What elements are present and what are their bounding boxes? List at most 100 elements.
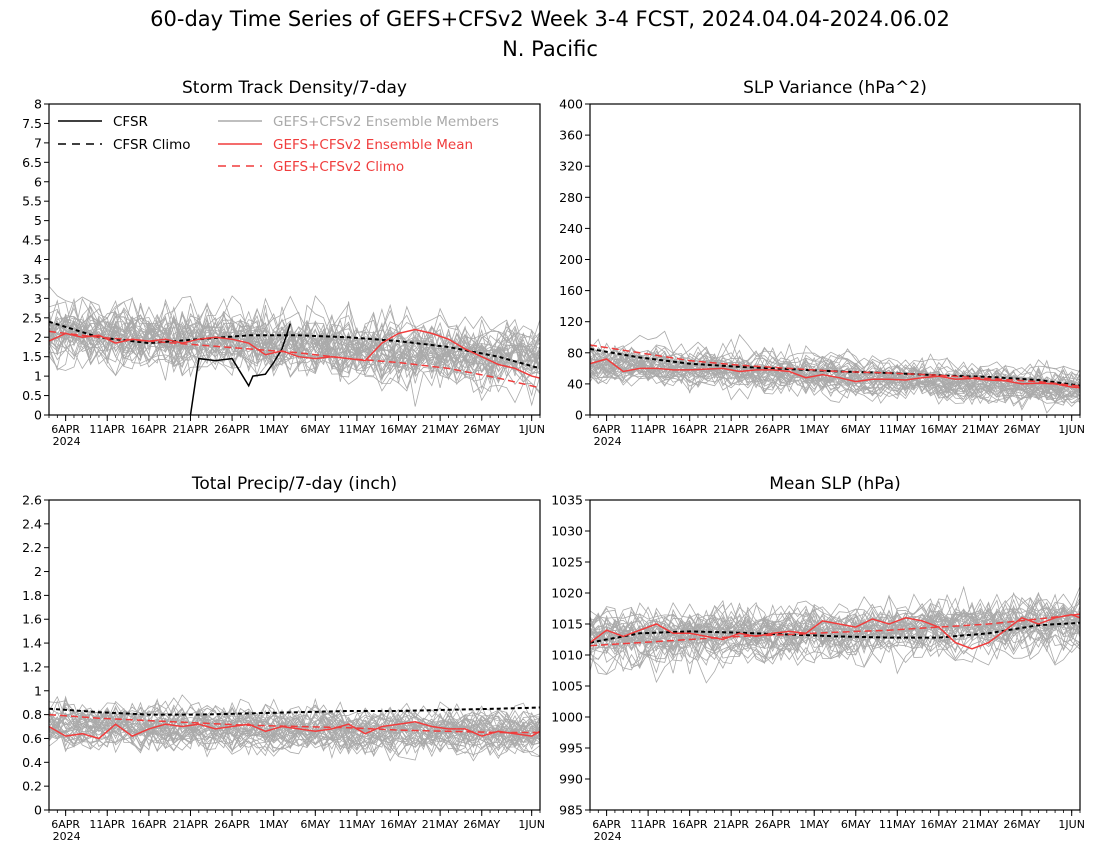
x-tick-label: 6MAY (300, 423, 330, 436)
x-year-label: 2024 (53, 435, 81, 448)
y-tick-label: 120 (559, 314, 583, 329)
x-tick-label: 21APR (173, 423, 209, 436)
panel-storm-track-density: Storm Track Density/7-day 0 0.5 1 1.5 2 2.5 3 3.… (22, 78, 545, 448)
ensemble-member-line (590, 625, 1080, 684)
y-tick-label: 160 (559, 283, 583, 298)
ensemble-member-line (49, 706, 540, 751)
y-tick-label: 1030 (551, 524, 583, 539)
y-tick-label: 995 (559, 741, 583, 756)
ensemble-member-line (590, 366, 1080, 414)
x-tick-label: 21APR (713, 818, 749, 831)
ensemble-members (49, 286, 540, 407)
y-tick-label: 400 (559, 97, 583, 112)
x-tick-label: 6APR (592, 818, 621, 831)
y-tick-label: 1015 (551, 617, 583, 632)
legend-label-cfsr: CFSR (113, 114, 148, 130)
plot-area (49, 694, 540, 762)
x-tick-label: 21APR (713, 423, 749, 436)
panel-mean-slp: Mean SLP (hPa) 985 990 995 1000 1005 1010 1015 1… (551, 474, 1085, 843)
panel-slp-variance: SLP Variance (hPa^2) 0 40 80 120 160 200 240 280… (559, 78, 1085, 448)
x-tick-label: 1MAY (799, 423, 829, 436)
x-tick-label: 6APR (51, 423, 80, 436)
ensemble-member-line (49, 321, 540, 379)
y-tick-label: 1020 (551, 586, 583, 601)
y-tick-label: 280 (559, 190, 583, 205)
ensemble-members (590, 585, 1080, 684)
x-tick-label: 26APR (755, 423, 791, 436)
ensemble-member-line (49, 730, 540, 761)
x-tick-label: 26MAY (463, 423, 500, 436)
y-tick-label: 360 (559, 128, 583, 143)
y-tick-label: 2 (34, 564, 42, 579)
ensemble-member-line (49, 330, 540, 407)
x-year-label: 2024 (594, 830, 622, 843)
y-tick-label: 0 (575, 408, 583, 423)
x-tick-label: 11APR (89, 818, 125, 831)
y-tick-label: 8 (34, 97, 42, 112)
ensemble-member-line (590, 364, 1080, 405)
x-tick-label: 11APR (630, 818, 666, 831)
x-tick-label: 1JUN (518, 423, 545, 436)
y-tick-label: 1035 (551, 493, 583, 508)
x-tick-label: 21MAY (422, 423, 459, 436)
y-tick-label: 1.5 (22, 349, 42, 364)
ensemble-member-line (590, 630, 1080, 675)
ensemble-member-line (590, 338, 1080, 384)
ensemble-member-line (590, 361, 1080, 407)
y-tick-label: 1 (34, 683, 42, 698)
y-tick-label: 2.4 (22, 516, 42, 531)
x-tick-label: 26APR (755, 818, 791, 831)
x-tick-label: 11MAY (338, 423, 375, 436)
figure-subtitle: N. Pacific (502, 37, 598, 61)
y-tick-label: 990 (559, 772, 583, 787)
x-tick-label: 6MAY (841, 423, 871, 436)
x-tick-label: 21APR (173, 818, 209, 831)
y-tick-label: 2.6 (22, 493, 42, 508)
ensemble-member-line (49, 286, 540, 345)
y-tick-label: 5.5 (22, 194, 42, 209)
x-tick-label: 6APR (592, 423, 621, 436)
ensemble-member-line (49, 302, 540, 375)
x-tick-label: 16APR (672, 818, 708, 831)
y-tick-label: 2.2 (22, 540, 42, 555)
x-tick-label: 11APR (630, 423, 666, 436)
series-cfsr-climo (49, 320, 540, 370)
figure-title: 60-day Time Series of GEFS+CFSv2 Week 3-… (150, 7, 950, 31)
x-tick-label: 26MAY (1003, 423, 1040, 436)
y-tick-label: 0.2 (22, 779, 42, 794)
x-tick-label: 16MAY (380, 423, 417, 436)
y-tick-label: 3 (34, 291, 42, 306)
series-gefs-cfsv2-climo (49, 330, 540, 389)
x-tick-label: 1MAY (799, 818, 829, 831)
x-tick-label: 1MAY (259, 423, 289, 436)
x-tick-label: 16APR (672, 423, 708, 436)
y-tick-label: 240 (559, 221, 583, 236)
ensemble-member-line (590, 330, 1080, 390)
ensemble-member-line (590, 356, 1080, 398)
ensemble-member-line (590, 585, 1080, 645)
panel-title: Total Precip/7-day (inch) (191, 474, 397, 494)
ensemble-member-line (49, 311, 540, 376)
panel-title: SLP Variance (hPa^2) (743, 78, 927, 98)
y-tick-label: 0.5 (22, 388, 42, 403)
ensemble-member-line (590, 608, 1080, 659)
x-tick-label: 16MAY (380, 818, 417, 831)
x-tick-label: 16MAY (920, 818, 957, 831)
y-tick-label: 0.8 (22, 707, 42, 722)
y-tick-label: 0 (34, 408, 42, 423)
x-tick-label: 16APR (131, 423, 167, 436)
y-tick-label: 40 (567, 376, 583, 391)
y-tick-label: 1025 (551, 555, 583, 570)
y-tick-label: 1 (34, 369, 42, 384)
ensemble-member-line (49, 698, 540, 741)
y-tick-label: 2 (34, 330, 42, 345)
x-tick-label: 21MAY (962, 818, 999, 831)
x-tick-label: 1JUN (1058, 423, 1085, 436)
ensemble-member-line (49, 319, 540, 379)
y-tick-label: 1005 (551, 679, 583, 694)
x-tick-label: 21MAY (422, 818, 459, 831)
series-cfsr (189, 323, 292, 415)
y-tick-label: 6.5 (22, 155, 42, 170)
ensemble-member-line (590, 593, 1080, 637)
